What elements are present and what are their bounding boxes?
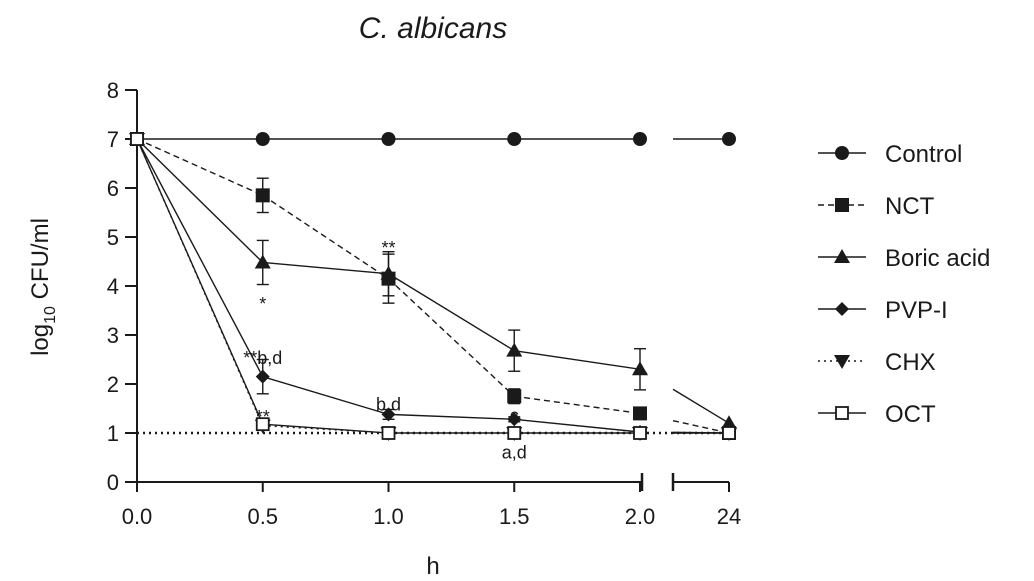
x-axis-label: h	[426, 553, 439, 580]
axes: 0 1 2 3 4 5 6 7 8 0.0 0.5 1.0 1.5 2.0 24	[107, 78, 741, 529]
marker-open-square	[722, 426, 736, 440]
series-line-segment	[672, 388, 730, 424]
legend-item: PVP-I	[818, 297, 948, 324]
legend-item: Control	[818, 141, 962, 168]
series-line-segment	[388, 273, 515, 352]
significance-annotation: *	[259, 294, 266, 314]
marker-open-square	[507, 426, 522, 440]
marker-open-square	[381, 426, 396, 440]
marker-triangle-up	[506, 342, 523, 357]
marker-circle	[507, 132, 522, 146]
marker-circle	[835, 146, 849, 160]
marker-open-square	[130, 132, 144, 146]
marker-circle	[381, 132, 396, 146]
legend-item: OCT	[818, 401, 936, 428]
y-tick-label: 0	[107, 470, 119, 495]
series-pvp-i	[130, 132, 736, 440]
x-tick-label: 1.0	[373, 504, 404, 529]
legend-label: Control	[885, 141, 962, 168]
y-tick-label: 6	[107, 176, 119, 201]
series-line-segment	[514, 349, 641, 370]
y-axis-label-main: log	[27, 324, 54, 356]
series-boric-acid	[129, 131, 737, 430]
significance-annotation: b,d	[376, 395, 401, 415]
marker-triangle-up	[834, 249, 850, 263]
series-line-segment	[388, 413, 515, 420]
y-axis-label-sub: 10	[42, 306, 59, 324]
marker-square	[835, 198, 849, 212]
marker-circle	[255, 132, 270, 146]
marker-open-square	[633, 426, 647, 440]
marker-open-square	[835, 406, 849, 420]
series-line-segment	[388, 278, 515, 397]
y-tick-label: 1	[107, 421, 119, 446]
significance-annotation: a,d	[502, 443, 527, 463]
marker-open-square	[255, 417, 270, 432]
series-line-segment	[262, 423, 389, 434]
series-nct	[130, 132, 736, 440]
series-layer	[129, 131, 737, 441]
marker-diamond	[507, 412, 522, 427]
y-tick-label: 3	[107, 323, 119, 348]
series-line-segment	[136, 138, 264, 196]
marker-square	[633, 406, 647, 421]
x-tick-label: 0.0	[122, 504, 153, 529]
marker-triangle-down	[834, 355, 850, 369]
marker-triangle-up	[380, 265, 397, 280]
legend: Control NCT Boric acid PVP-I CHX OCT	[818, 141, 990, 428]
legend-item: NCT	[818, 193, 935, 220]
x-tick-label: 2.0	[625, 504, 656, 529]
legend-item: CHX	[818, 349, 936, 376]
significance-annotation: **b,d	[243, 348, 282, 368]
x-tick-label: 24	[717, 504, 741, 529]
y-axis-label-tail: CFU/ml	[27, 218, 54, 306]
marker-diamond	[255, 369, 270, 384]
series-oct	[130, 132, 736, 440]
x-tick-label: 1.5	[499, 504, 530, 529]
marker-triangle-up	[254, 254, 271, 269]
marker-diamond	[835, 302, 849, 316]
marker-circle	[633, 132, 647, 146]
legend-label: OCT	[885, 401, 936, 428]
legend-label: NCT	[885, 193, 935, 220]
series-line-segment	[136, 138, 264, 263]
series-line-segment	[514, 395, 641, 415]
series-control	[130, 132, 736, 146]
series-line-segment	[262, 375, 389, 416]
marker-circle	[722, 132, 736, 146]
series-chx	[129, 133, 737, 441]
marker-square	[255, 188, 270, 203]
y-tick-label: 5	[107, 225, 119, 250]
legend-item: Boric acid	[818, 245, 990, 272]
series-line-segment	[514, 418, 641, 433]
marker-triangle-up	[721, 415, 737, 430]
y-tick-label: 8	[107, 78, 119, 103]
x-tick-label: 0.5	[247, 504, 278, 529]
legend-label: CHX	[885, 349, 936, 376]
series-line-segment	[136, 138, 264, 425]
marker-square	[507, 389, 522, 404]
series-line-segment	[672, 419, 730, 434]
y-axis-label: log10 CFU/ml	[27, 218, 59, 356]
significance-annotation: c	[510, 405, 519, 425]
y-tick-label: 7	[107, 127, 119, 152]
marker-triangle-up	[632, 361, 648, 376]
significance-annotation: **	[256, 407, 270, 427]
series-line-segment	[262, 261, 389, 275]
y-tick-label: 2	[107, 372, 119, 397]
significance-annotation: **	[381, 238, 395, 258]
annotations: ***b,d****b,dca,d	[243, 238, 527, 463]
marker-diamond	[381, 407, 396, 422]
y-tick-label: 4	[107, 274, 119, 299]
chart-title: C. albicans	[359, 12, 507, 45]
legend-label: PVP-I	[885, 297, 948, 324]
series-line-segment	[136, 138, 264, 377]
series-line-segment	[262, 194, 389, 280]
legend-label: Boric acid	[885, 245, 990, 272]
